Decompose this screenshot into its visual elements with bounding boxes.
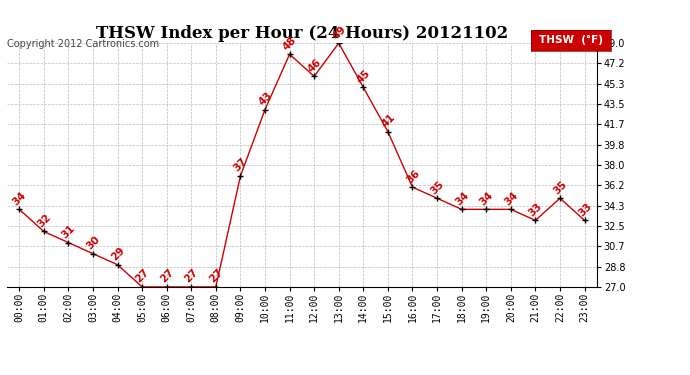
Text: 34: 34	[478, 190, 495, 207]
Text: 27: 27	[158, 267, 176, 285]
Text: Copyright 2012 Cartronics.com: Copyright 2012 Cartronics.com	[7, 39, 159, 50]
Text: 31: 31	[60, 223, 77, 240]
Text: 27: 27	[208, 267, 225, 285]
Text: 27: 27	[183, 267, 200, 285]
Text: 37: 37	[232, 156, 250, 174]
Text: 34: 34	[502, 190, 520, 207]
Text: 45: 45	[355, 68, 373, 85]
Text: 30: 30	[85, 234, 102, 252]
Text: 36: 36	[404, 168, 422, 185]
Text: 29: 29	[109, 245, 126, 262]
Text: THSW  (°F): THSW (°F)	[539, 35, 603, 45]
Text: 46: 46	[306, 57, 323, 74]
Text: 41: 41	[380, 112, 397, 130]
Text: 48: 48	[282, 34, 299, 52]
Text: 33: 33	[527, 201, 544, 218]
Text: 34: 34	[453, 190, 471, 207]
Text: 35: 35	[551, 179, 569, 196]
Text: 43: 43	[257, 90, 274, 107]
Text: 49: 49	[331, 24, 348, 41]
Text: 35: 35	[428, 179, 446, 196]
Text: 33: 33	[576, 201, 593, 218]
Text: 27: 27	[134, 267, 151, 285]
Title: THSW Index per Hour (24 Hours) 20121102: THSW Index per Hour (24 Hours) 20121102	[96, 25, 508, 42]
Text: 34: 34	[11, 190, 28, 207]
Text: 32: 32	[35, 212, 52, 229]
